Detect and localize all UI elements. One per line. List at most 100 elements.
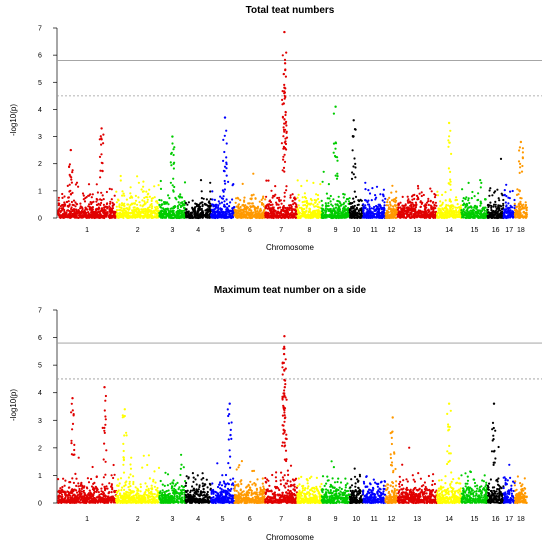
snp-point [454,198,457,202]
snp-point [73,498,76,501]
snp-point [246,216,249,219]
snp-point [100,153,103,156]
snp-point [116,216,119,219]
snp-point [214,205,217,208]
snp-point [100,487,103,490]
snp-point [233,210,236,213]
snp-point [87,481,91,484]
snp-point [263,208,266,211]
snp-point [322,211,325,214]
snp-point [199,216,202,219]
snp-point [159,179,162,183]
snp-point [178,203,181,206]
snp-point [448,211,451,214]
snp-point [64,479,67,482]
snp-point [69,496,72,499]
snp-point [297,204,300,207]
snp-point [399,211,402,214]
snp-point [519,202,522,206]
snp-point [436,213,439,216]
peak-snp-point [519,140,523,144]
snp-point [473,195,476,198]
snp-point [128,212,131,215]
snp-point [392,216,395,219]
snp-point [70,178,73,181]
snp-point [57,209,60,212]
snp-point [148,188,151,191]
snp-point [504,201,507,204]
snp-point [472,216,475,219]
snp-point [150,199,153,202]
snp-point [98,211,101,214]
snp-point [338,212,341,215]
snp-point [303,192,306,195]
snp-point [281,213,284,216]
y-tick-label: 3 [38,418,42,425]
snp-point [329,210,332,213]
snp-point [202,197,205,200]
snp-point [70,499,73,502]
snp-point [110,188,113,191]
snp-point [382,194,385,197]
snp-point [140,188,143,191]
snp-point [199,202,202,205]
snp-point [363,212,366,215]
snp-point [401,195,404,198]
snp-point [321,180,324,183]
snp-point [522,203,525,206]
snp-point [68,183,71,186]
snp-point [436,190,439,193]
snp-point [90,210,93,213]
snp-point [435,204,438,207]
snp-point [84,497,87,500]
snp-point [119,179,122,182]
snp-point [141,199,144,202]
snp-point [159,187,163,190]
snp-point [106,496,109,499]
snp-point [284,68,287,71]
snp-point [525,207,528,210]
snp-point [324,205,328,208]
snp-point [91,465,94,469]
snp-point [249,216,252,219]
snp-point [102,211,105,214]
snp-point [64,497,67,500]
snp-point [518,146,522,149]
snp-point [242,203,245,206]
chromosome-tick-label: 5 [221,227,225,234]
snp-point [61,196,64,199]
snp-point [284,137,287,140]
snp-point [500,205,503,208]
chromosome-tick-label: 2 [136,227,140,234]
snp-point [405,206,408,209]
snp-point [319,183,322,186]
snp-point [228,205,231,208]
snp-point [248,214,251,217]
snp-point [150,207,154,210]
snp-point [261,197,264,200]
snp-point [259,216,262,219]
snp-point [374,209,377,212]
snp-point [187,201,190,204]
snp-point [99,135,102,138]
snp-point [243,199,246,202]
snp-point [518,149,521,152]
snp-point [82,194,85,197]
snp-point [196,212,199,215]
snp-point [214,216,217,219]
snp-point [505,183,508,186]
snp-point [427,208,430,211]
snp-point [399,206,402,209]
snp-point [251,212,254,216]
snp-point [244,215,248,218]
snp-point [494,200,497,203]
snp-point [201,216,204,219]
snp-point [115,205,118,208]
snp-point [113,194,116,197]
snp-point [182,209,185,212]
peak-snp-point [100,127,103,130]
snp-point [378,208,381,211]
snp-point [343,193,346,196]
snp-point [414,206,417,209]
